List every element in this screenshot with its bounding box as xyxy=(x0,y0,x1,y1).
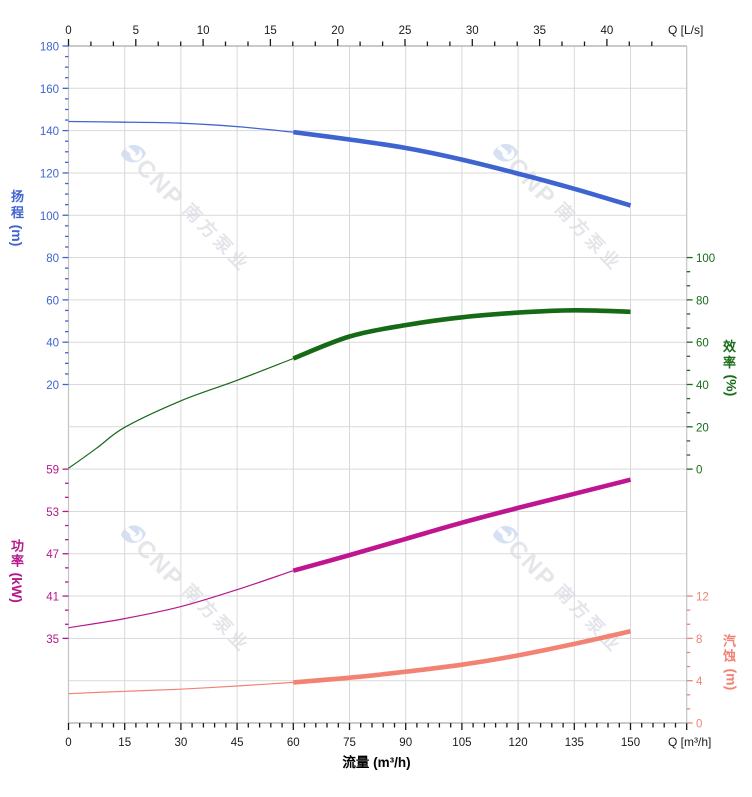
svg-text:100: 100 xyxy=(696,253,715,265)
svg-text:率: 率 xyxy=(11,554,24,569)
svg-text:0: 0 xyxy=(65,25,71,37)
svg-text:扬: 扬 xyxy=(11,189,24,204)
svg-text:程: 程 xyxy=(11,205,24,220)
svg-text:5: 5 xyxy=(133,25,139,37)
svg-text:Q [m³/h]: Q [m³/h] xyxy=(668,735,711,749)
svg-text:10: 10 xyxy=(197,25,210,37)
svg-text:0: 0 xyxy=(65,737,71,749)
svg-text:30: 30 xyxy=(175,737,188,749)
svg-text:Q [L/s]: Q [L/s] xyxy=(668,23,703,37)
svg-text:53: 53 xyxy=(46,507,59,519)
svg-text:60: 60 xyxy=(696,338,709,350)
svg-text:0: 0 xyxy=(696,465,702,477)
svg-text:35: 35 xyxy=(46,634,59,646)
svg-text:45: 45 xyxy=(231,737,244,749)
svg-text:90: 90 xyxy=(399,737,412,749)
svg-text:80: 80 xyxy=(46,253,59,265)
svg-text:8: 8 xyxy=(696,634,702,646)
svg-text:(m): (m) xyxy=(724,669,740,691)
svg-text:160: 160 xyxy=(40,84,59,96)
svg-text:120: 120 xyxy=(509,737,528,749)
svg-text:(%): (%) xyxy=(724,375,740,397)
svg-text:180: 180 xyxy=(40,42,59,54)
svg-text:60: 60 xyxy=(287,737,300,749)
svg-text:汽: 汽 xyxy=(723,634,736,649)
svg-text:0: 0 xyxy=(696,719,702,731)
svg-text:20: 20 xyxy=(46,380,59,392)
svg-text:15: 15 xyxy=(118,737,131,749)
svg-text:150: 150 xyxy=(621,737,640,749)
svg-text:效: 效 xyxy=(723,339,737,354)
svg-text:105: 105 xyxy=(452,737,471,749)
svg-text:功: 功 xyxy=(11,539,24,554)
svg-text:(kW): (kW) xyxy=(9,573,25,603)
svg-text:59: 59 xyxy=(46,465,59,477)
svg-text:15: 15 xyxy=(264,25,277,37)
svg-text:100: 100 xyxy=(40,211,59,223)
svg-text:41: 41 xyxy=(46,592,59,604)
svg-text:40: 40 xyxy=(601,25,614,37)
svg-text:135: 135 xyxy=(565,737,584,749)
svg-text:120: 120 xyxy=(40,168,59,180)
svg-text:80: 80 xyxy=(696,295,709,307)
svg-text:40: 40 xyxy=(46,338,59,350)
svg-text:140: 140 xyxy=(40,126,59,138)
svg-text:47: 47 xyxy=(46,549,59,561)
svg-text:蚀: 蚀 xyxy=(722,649,736,664)
svg-text:40: 40 xyxy=(696,380,709,392)
svg-text:75: 75 xyxy=(343,737,356,749)
svg-text:20: 20 xyxy=(696,422,709,434)
svg-text:60: 60 xyxy=(46,295,59,307)
svg-text:(m): (m) xyxy=(9,225,25,247)
svg-text:率: 率 xyxy=(723,355,736,370)
svg-text:35: 35 xyxy=(533,25,546,37)
svg-text:20: 20 xyxy=(331,25,344,37)
svg-text:4: 4 xyxy=(696,676,703,688)
svg-text:12: 12 xyxy=(696,592,709,604)
svg-text:流量 (m³/h): 流量 (m³/h) xyxy=(342,754,410,770)
svg-text:30: 30 xyxy=(466,25,479,37)
svg-text:25: 25 xyxy=(399,25,412,37)
